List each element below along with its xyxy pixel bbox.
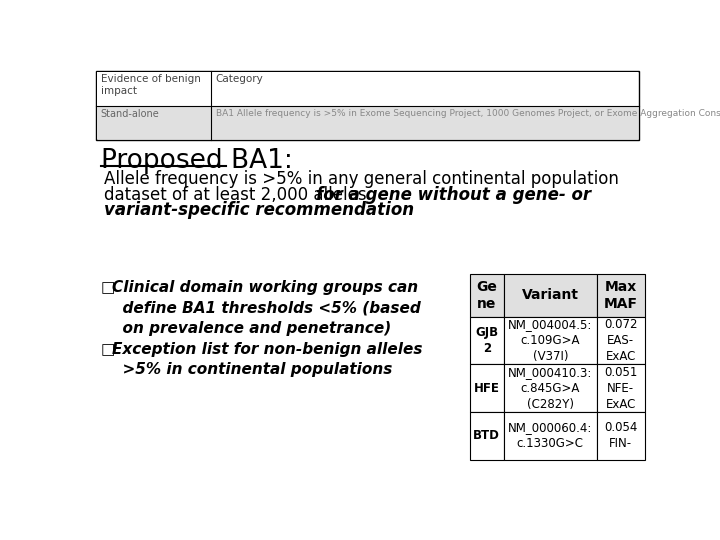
Text: Max
MAF: Max MAF <box>604 280 638 310</box>
Text: dataset of at least 2,000 alleles: dataset of at least 2,000 alleles <box>104 186 372 204</box>
Bar <box>469 364 504 412</box>
Text: Proposed BA1:: Proposed BA1: <box>101 148 293 174</box>
Text: GJB
2: GJB 2 <box>475 326 498 355</box>
Bar <box>504 316 597 365</box>
Text: NM_000410.3:
c.845G>A
(C282Y): NM_000410.3: c.845G>A (C282Y) <box>508 366 593 411</box>
Text: variant-specific recommendation: variant-specific recommendation <box>104 201 414 219</box>
Text: HFE: HFE <box>474 382 500 395</box>
Text: Variant: Variant <box>522 288 579 302</box>
Text: NM_000060.4:
c.1330G>C: NM_000060.4: c.1330G>C <box>508 421 593 450</box>
Text: Ge
ne: Ge ne <box>477 280 498 310</box>
Text: Stand-alone: Stand-alone <box>101 110 160 119</box>
Bar <box>469 274 504 316</box>
Bar <box>469 412 504 460</box>
Text: 0.072
EAS-
ExAC: 0.072 EAS- ExAC <box>604 318 638 363</box>
Text: □: □ <box>101 280 115 295</box>
Bar <box>597 412 645 460</box>
Bar <box>597 274 645 316</box>
Bar <box>597 316 645 365</box>
Bar <box>504 274 597 316</box>
Bar <box>97 72 638 106</box>
Text: BTD: BTD <box>473 429 500 442</box>
Bar <box>469 316 504 365</box>
Text: Allele frequency is >5% in any general continental population: Allele frequency is >5% in any general c… <box>104 170 618 188</box>
Text: Clinical domain working groups can
  define BA1 thresholds <5% (based
  on preva: Clinical domain working groups can defin… <box>112 280 421 336</box>
Text: for a gene without a gene- or: for a gene without a gene- or <box>316 186 591 204</box>
Bar <box>96 71 639 140</box>
Text: Exception list for non-benign alleles
  >5% in continental populations: Exception list for non-benign alleles >5… <box>112 342 423 377</box>
Text: NM_004004.5:
c.109G>A
(V37I): NM_004004.5: c.109G>A (V37I) <box>508 318 593 363</box>
Text: □: □ <box>101 342 115 357</box>
Text: Category: Category <box>215 74 264 84</box>
Bar <box>504 412 597 460</box>
Text: 0.051
NFE-
ExAC: 0.051 NFE- ExAC <box>604 366 638 411</box>
Text: BA1 Allele frequency is >5% in Exome Sequencing Project, 1000 Genomes Project, o: BA1 Allele frequency is >5% in Exome Seq… <box>215 110 720 118</box>
Bar <box>597 364 645 412</box>
Bar <box>97 106 638 139</box>
Text: Evidence of benign
impact: Evidence of benign impact <box>101 74 201 96</box>
Text: 0.054
FIN-: 0.054 FIN- <box>604 421 638 450</box>
Bar <box>504 364 597 412</box>
